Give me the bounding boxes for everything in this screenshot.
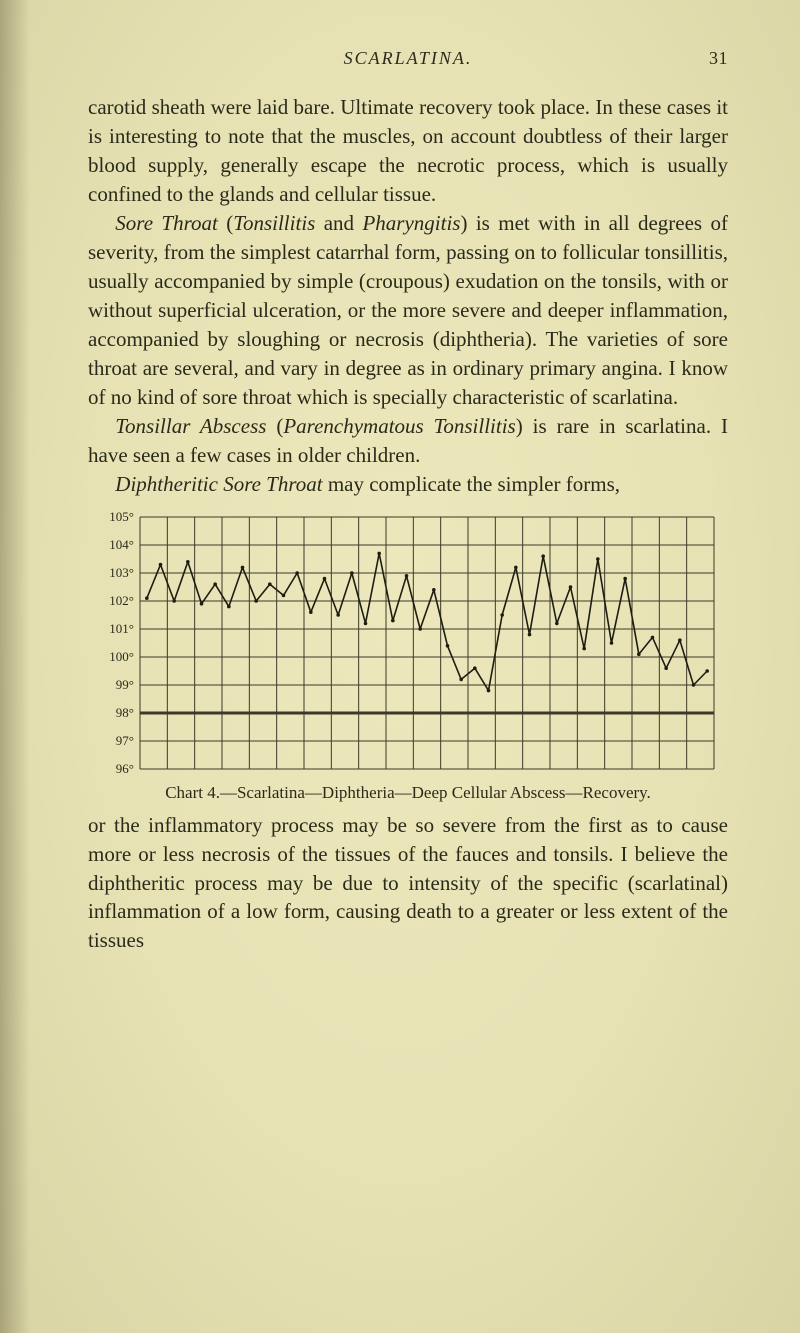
chart-ylabel: 98°	[100, 705, 134, 721]
chart-ylabel: 104°	[100, 537, 134, 553]
binding-shadow	[0, 0, 30, 1333]
paragraph-2: Sore Throat (Tonsillitis and Pharyngitis…	[88, 209, 728, 412]
chart-ylabel: 103°	[100, 565, 134, 581]
paragraph-1: carotid sheath were laid bare. Ultimate …	[88, 93, 728, 209]
chart-ylabel: 101°	[100, 621, 134, 637]
paragraph-3: Tonsillar Abscess (Parenchymatous Tonsil…	[88, 412, 728, 470]
chart-caption: Chart 4.—Scarlatina—Diphtheria—Deep Cell…	[100, 783, 716, 803]
paragraph-4: Diphtheritic Sore Throat may complicate …	[88, 470, 728, 499]
body-text-continued: or the inflammatory process may be so se…	[88, 811, 728, 956]
chart-ylabel: 97°	[100, 733, 134, 749]
chart-ylabel: 102°	[100, 593, 134, 609]
chart-ylabel: 105°	[100, 509, 134, 525]
page: SCARLATINA. 31 carotid sheath were laid …	[0, 0, 800, 1333]
term-sore-throat: Sore Throat	[115, 211, 218, 235]
chart-ylabel: 100°	[100, 649, 134, 665]
chart-plot: 105°104°103°102°101°100°99°98°97°96°	[100, 513, 716, 777]
temperature-chart: 105°104°103°102°101°100°99°98°97°96° Cha…	[100, 513, 716, 803]
term-diphtheritic: Diphtheritic Sore Throat	[115, 472, 322, 496]
running-title: SCARLATINA.	[128, 48, 688, 69]
page-number: 31	[688, 48, 728, 69]
chart-ylabel: 96°	[100, 761, 134, 777]
term-tonsillar-abscess: Tonsillar Abscess	[115, 414, 266, 438]
term-parenchymatous: Parenchymatous Tonsillitis	[283, 414, 515, 438]
term-pharyngitis: Pharyngitis	[362, 211, 460, 235]
body-text: carotid sheath were laid bare. Ultimate …	[88, 93, 728, 499]
chart-ylabel: 99°	[100, 677, 134, 693]
paragraph-5: or the inflammatory process may be so se…	[88, 811, 728, 956]
term-tonsillitis: Tonsillitis	[233, 211, 315, 235]
running-head: SCARLATINA. 31	[88, 48, 728, 69]
